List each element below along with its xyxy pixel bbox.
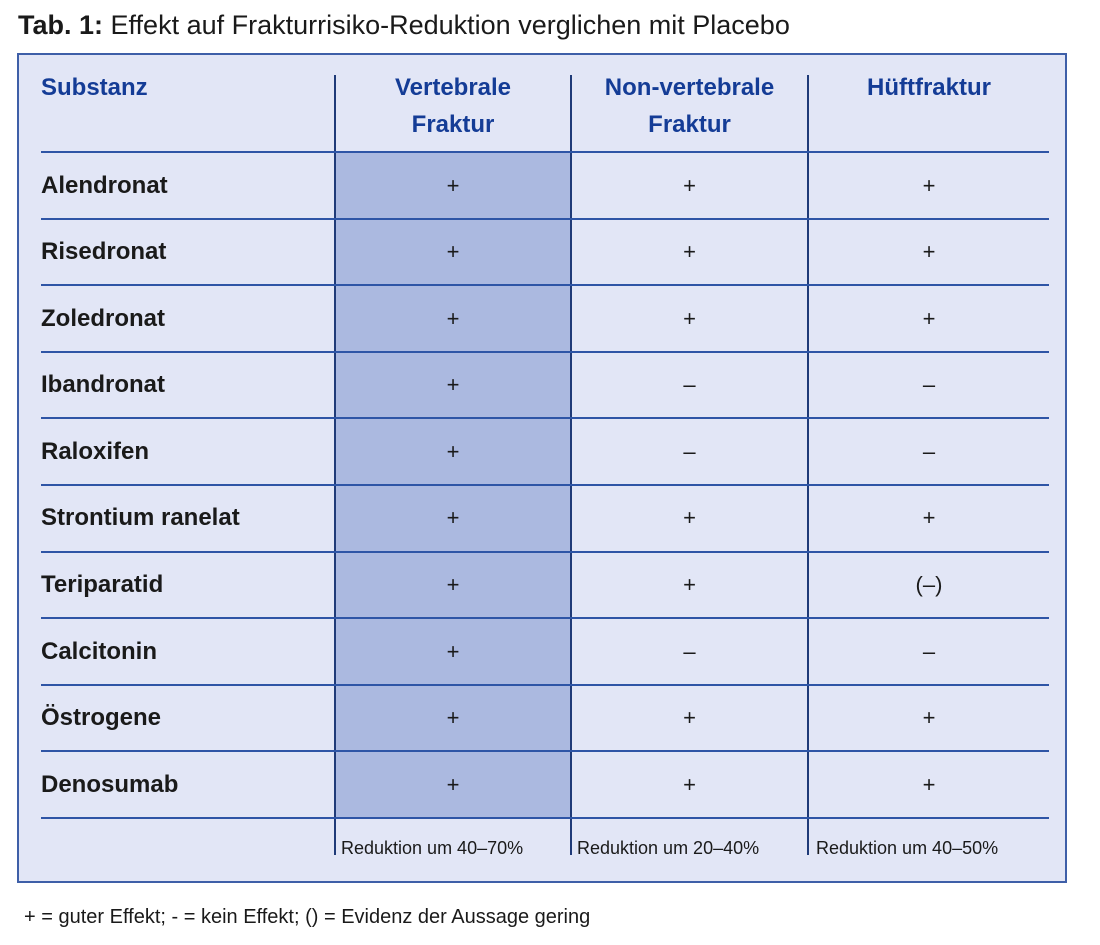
table-row: Östrogene + + + (19, 685, 1069, 751)
header-nonvertebral: Non-vertebrale Fraktur (604, 74, 775, 138)
row-divider (41, 284, 1049, 286)
substance-name: Alendronat (41, 172, 168, 199)
nonvertebral-cell: + (683, 173, 696, 198)
row-divider (41, 484, 1049, 486)
row-divider (41, 750, 1049, 752)
hip-cell: + (922, 772, 936, 797)
footer-vertebral: Reduktion um 40–70% (341, 838, 524, 858)
nonvertebral-cell: + (683, 772, 696, 797)
nonvertebral-cell: + (683, 239, 696, 264)
header-hip: Hüftfraktur (867, 74, 991, 101)
hip-cell: (–) (915, 572, 943, 597)
vertebral-cell: + (446, 306, 460, 331)
vertebral-cell: + (446, 173, 460, 198)
row-divider (41, 551, 1049, 553)
footer-hip: Reduktion um 40–50% (816, 838, 999, 858)
nonvertebral-cell: + (683, 705, 696, 730)
header-vertebral: Vertebrale Fraktur (394, 74, 512, 138)
header-substance: Substanz (41, 74, 148, 101)
row-divider (41, 684, 1049, 686)
table-row: Teriparatid + + (–) (19, 552, 1069, 618)
row-divider (41, 151, 1049, 153)
row-divider (41, 417, 1049, 419)
column-divider (334, 75, 336, 855)
table-row: Strontium ranelat + + + (19, 485, 1069, 551)
row-divider (41, 617, 1049, 619)
hip-cell: + (922, 173, 936, 198)
table-caption: Tab. 1: Effekt auf Frakturrisiko-Redukti… (18, 8, 790, 42)
hip-cell: – (922, 439, 936, 464)
column-divider (807, 75, 809, 855)
caption-text: Effekt auf Frakturrisiko-Reduktion vergl… (110, 10, 790, 40)
table-row: Alendronat + + + (19, 153, 1069, 219)
nonvertebral-cell: + (683, 505, 696, 530)
table-row: Raloxifen + – – (19, 419, 1069, 485)
nonvertebral-cell: – (683, 439, 696, 464)
row-divider (41, 218, 1049, 220)
substance-name: Risedronat (41, 238, 167, 265)
column-divider (570, 75, 572, 855)
table-legend: + = guter Effekt; - = kein Effekt; () = … (24, 906, 591, 928)
table-row: Calcitonin + – – (19, 619, 1069, 685)
substance-name: Strontium ranelat (41, 504, 240, 531)
substance-name: Zoledronat (41, 305, 165, 332)
row-divider (41, 351, 1049, 353)
nonvertebral-cell: – (683, 372, 696, 397)
hip-cell: – (922, 372, 936, 397)
hip-cell: + (922, 705, 936, 730)
effect-table: Substanz Vertebrale Fraktur Non-vertebra… (17, 53, 1067, 883)
vertebral-cell: + (446, 372, 460, 397)
substance-name: Denosumab (41, 771, 179, 798)
caption-label: Tab. 1: (18, 10, 104, 40)
vertebral-cell: + (446, 239, 460, 264)
vertebral-cell: + (446, 705, 460, 730)
vertebral-cell: + (446, 439, 460, 464)
footer-nonvertebral: Reduktion um 20–40% (577, 838, 760, 858)
nonvertebral-cell: + (683, 306, 696, 331)
substance-name: Teriparatid (41, 571, 164, 598)
nonvertebral-cell: + (683, 572, 696, 597)
hip-cell: + (922, 239, 936, 264)
vertebral-cell: + (446, 772, 460, 797)
substance-name: Östrogene (41, 704, 162, 731)
substance-name: Ibandronat (41, 371, 165, 398)
hip-cell: + (922, 306, 936, 331)
nonvertebral-cell: – (683, 639, 696, 664)
row-divider (41, 817, 1049, 819)
vertebral-cell: + (446, 505, 460, 530)
hip-cell: – (922, 639, 936, 664)
table-row: Risedronat + + + (19, 219, 1069, 285)
table-row: Denosumab + + + (19, 752, 1069, 818)
vertebral-cell: + (446, 639, 460, 664)
hip-cell: + (922, 505, 936, 530)
substance-name: Calcitonin (41, 638, 158, 665)
table-row: Ibandronat + – – (19, 352, 1069, 418)
vertebral-cell: + (446, 572, 460, 597)
table-row: Zoledronat + + + (19, 286, 1069, 352)
substance-name: Raloxifen (41, 438, 150, 465)
